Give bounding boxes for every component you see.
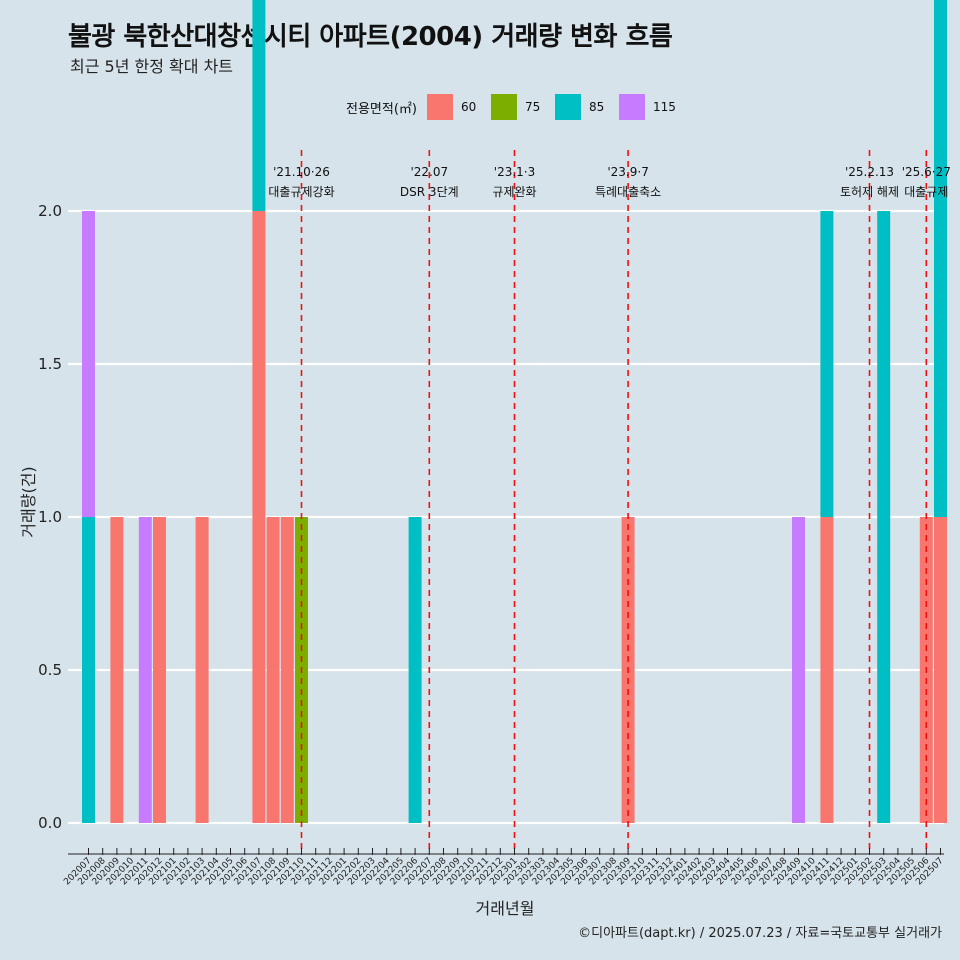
- legend-item-75: 75: [490, 94, 547, 120]
- chart-title: 불광 북한산대창센시티 아파트(2004) 거래량 변화 흐름: [68, 22, 673, 52]
- bar-60-202411: [820, 517, 834, 823]
- bar-60-202507: [934, 517, 947, 823]
- legend-swatch: [554, 94, 581, 120]
- y-tick-label: 0.0: [38, 814, 62, 832]
- event-date: '22.07: [410, 165, 448, 179]
- event-date: '21.10·26: [273, 165, 330, 179]
- bar-85-202007: [82, 517, 95, 823]
- y-tick-label: 1.5: [38, 355, 62, 373]
- source-caption: ©디아파트(dapt.kr) / 2025.07.23 / 자료=국토교통부 실…: [578, 926, 942, 941]
- event-label: 대출규제강화: [268, 185, 334, 199]
- event-label: 특례대출축소: [595, 185, 661, 199]
- legend-swatch: [490, 94, 517, 120]
- chart-subtitle: 최근 5년 한정 확대 차트: [70, 57, 234, 76]
- event-date: '23.1·3: [494, 165, 535, 179]
- event-label: 대출규제: [904, 185, 948, 199]
- legend-label: 115: [652, 100, 676, 114]
- bar-85-202107: [252, 0, 266, 211]
- legend-label: 75: [524, 100, 541, 114]
- event-date: '25.6·27: [902, 165, 951, 179]
- legend-title: 전용면적(㎡): [346, 101, 417, 117]
- legend-item-60: 60: [426, 94, 483, 120]
- bar-115-202007: [82, 211, 95, 517]
- bar-115-202409: [792, 517, 805, 823]
- bar-60-202107: [252, 211, 266, 823]
- bar-60-202012: [153, 517, 166, 823]
- bar-85-202206: [408, 517, 422, 823]
- event-label: 규제완화: [492, 185, 536, 199]
- legend-label: 85: [588, 100, 605, 114]
- bar-60-202103: [195, 517, 209, 823]
- event-label: DSR 3단계: [400, 185, 459, 199]
- y-tick-label: 2.0: [38, 202, 62, 220]
- bar-115-202011: [138, 517, 152, 823]
- bar-60-202108: [266, 517, 280, 823]
- bar-85-202411: [820, 211, 834, 517]
- legend-item-85: 85: [554, 94, 611, 120]
- legend-swatch: [618, 94, 645, 120]
- y-tick-label: 0.5: [38, 661, 62, 679]
- legend-swatch: [426, 94, 453, 120]
- bar-85-202503: [877, 211, 891, 823]
- bar-60-202009: [110, 517, 124, 823]
- event-date: '23.9·7: [607, 165, 648, 179]
- y-tick-label: 1.0: [38, 508, 62, 526]
- legend-item-115: 115: [618, 94, 682, 120]
- legend-label: 60: [460, 100, 477, 114]
- y-axis-title: 거래량(건): [19, 466, 38, 537]
- bar-85-202507: [934, 0, 947, 517]
- legend: 전용면적(㎡) 60 75 85 115: [346, 93, 690, 121]
- x-axis-title: 거래년월: [476, 899, 535, 918]
- bar-60-202109: [280, 517, 294, 823]
- event-label: 토허제 해제: [840, 185, 899, 199]
- event-date: '25.2.13: [845, 165, 894, 179]
